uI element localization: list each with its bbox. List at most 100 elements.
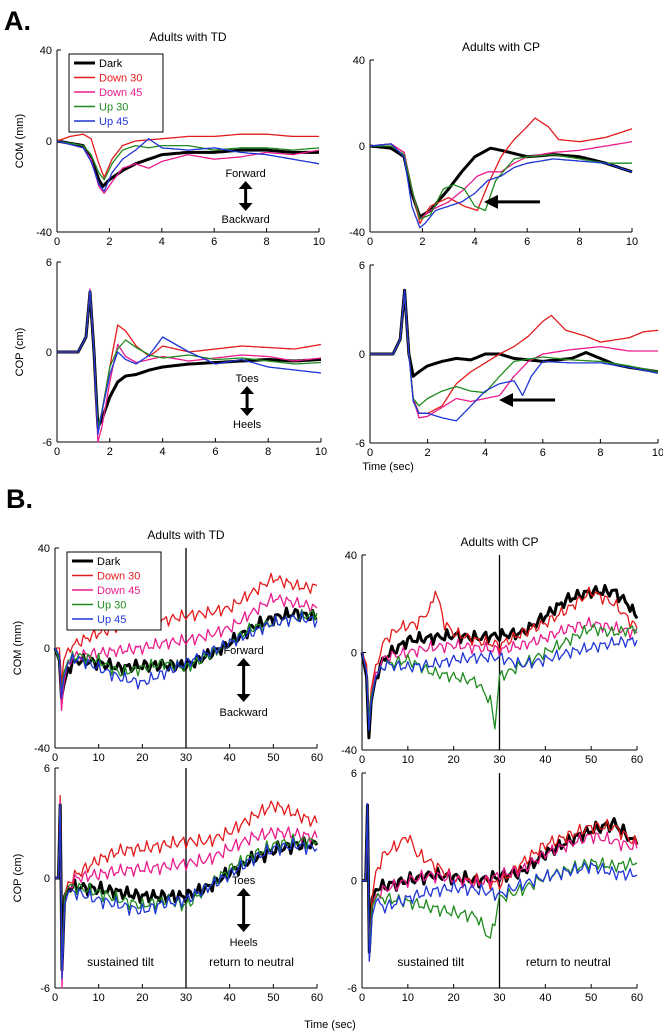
y-tick-label: -6: [347, 983, 357, 995]
series-line-down-45: [362, 806, 638, 962]
x-tick-label: 2: [106, 236, 112, 248]
x-tick-label: 50: [267, 992, 279, 1004]
series-line-down-45: [370, 291, 658, 419]
y-tick-label: 0: [44, 873, 50, 885]
annotation-lower: Backward: [221, 214, 269, 226]
x-tick-label: 0: [54, 236, 60, 248]
series-line-down-30: [55, 794, 318, 971]
x-tick-label: 4: [482, 447, 488, 459]
x-tick-label: 40: [539, 992, 551, 1004]
legend-entry: Down 45: [97, 585, 140, 597]
series-line-down-45: [57, 288, 322, 443]
panel-a-cp-cop: 0 2 4 6 8 10-606: [355, 260, 663, 459]
x-tick-label: 50: [267, 752, 279, 764]
annotation-lower: Heels: [230, 937, 259, 949]
series-line-down-45: [55, 800, 318, 989]
x-tick-label: 4: [159, 236, 165, 248]
y-tick-label: 40: [38, 543, 50, 555]
section-letter-b: B.: [6, 484, 33, 514]
legend-entry: Up 45: [99, 116, 128, 128]
x-tick-label: 40: [539, 754, 551, 766]
legend-box: [66, 551, 162, 631]
x-tick-label: 0: [52, 992, 58, 1004]
y-tick-label: 0: [46, 347, 52, 359]
series-line-up-45: [370, 289, 659, 422]
x-tick-label: 0: [54, 446, 60, 458]
y-tick-label: 6: [46, 257, 52, 269]
y-tick-label: 6: [351, 768, 357, 780]
series-line-down-30: [55, 572, 318, 687]
y-tick-label: -6: [40, 983, 50, 995]
x-tick-label: 30: [493, 754, 505, 766]
legend-box: [68, 53, 164, 133]
y-axis-label: COP (cm): [14, 328, 26, 377]
series-line-up-45: [55, 804, 318, 980]
annotation-arrow-up-head: [240, 386, 255, 394]
y-tick-label: 0: [44, 643, 50, 655]
series-line-up-45: [56, 138, 320, 192]
highlight-arrow-head: [499, 392, 514, 407]
annotation-arrow-up-head: [238, 181, 253, 189]
series-line-dark: [56, 139, 319, 188]
panel-title: Adults with CP: [462, 40, 540, 54]
annotation-upper: Forward: [223, 645, 263, 657]
y-axis-label: COM (mm): [12, 621, 24, 675]
x-tick-label: 10: [313, 236, 325, 248]
x-tick-label: 6: [212, 446, 218, 458]
x-tick-label: 2: [419, 236, 425, 248]
annotation-arrow-down-head: [238, 203, 253, 211]
x-tick-label: 0: [52, 752, 58, 764]
series-line-down-30: [361, 586, 638, 727]
legend-entry: Down 30: [97, 571, 140, 583]
x-tick-label: 0: [367, 236, 373, 248]
x-tick-label: 8: [265, 446, 271, 458]
series-line-up-30: [56, 140, 320, 181]
x-tick-label: 30: [493, 992, 505, 1004]
phase-label-sustained: sustained tilt: [397, 955, 464, 969]
series-line-up-30: [362, 808, 638, 953]
y-tick-label: 0: [351, 648, 357, 660]
x-tick-label: 40: [224, 992, 236, 1004]
y-axis-label: COM (mm): [14, 114, 26, 168]
xlabel-section-a: Time (sec): [362, 461, 414, 473]
x-tick-label: 20: [448, 754, 460, 766]
legend-entry: Up 30: [97, 600, 126, 612]
legend-entry: Down 45: [99, 87, 142, 99]
x-tick-label: 0: [359, 992, 365, 1004]
x-tick-label: 10: [402, 992, 414, 1004]
series-line-down-45: [56, 140, 320, 194]
x-tick-label: 30: [180, 992, 192, 1004]
x-tick-label: 8: [264, 236, 270, 248]
legend-entry: Down 30: [99, 73, 142, 85]
annotation-arrow-up-head: [236, 658, 251, 666]
x-tick-label: 8: [577, 236, 583, 248]
x-tick-label: 10: [652, 447, 663, 459]
series-line-down-30: [362, 808, 638, 953]
x-tick-label: 20: [136, 992, 148, 1004]
annotation-arrow-down-head: [236, 694, 251, 702]
x-tick-label: 10: [626, 236, 638, 248]
x-tick-label: 60: [631, 992, 643, 1004]
x-tick-label: 6: [524, 236, 530, 248]
panel-title: Adults with TD: [149, 30, 226, 44]
series-line-up-45: [361, 636, 638, 732]
series-line-up-45: [369, 143, 633, 229]
y-tick-label: 0: [46, 136, 52, 148]
annotation-arrow-up-head: [236, 888, 251, 896]
y-tick-label: 0: [351, 876, 357, 888]
x-tick-label: 6: [211, 236, 217, 248]
x-tick-label: 20: [448, 992, 460, 1004]
y-tick-label: 6: [359, 260, 365, 272]
y-tick-label: 0: [359, 141, 365, 153]
series-line-dark: [360, 584, 639, 740]
x-tick-label: 60: [311, 752, 323, 764]
phase-label-return: return to neutral: [526, 955, 611, 969]
